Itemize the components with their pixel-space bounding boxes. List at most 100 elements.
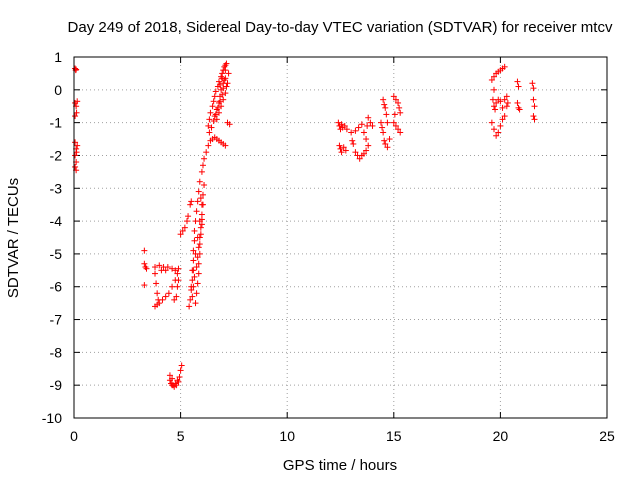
data-point xyxy=(392,96,399,103)
x-tick-label: 0 xyxy=(70,428,78,444)
data-point xyxy=(395,99,402,106)
data-point xyxy=(72,113,79,120)
data-point xyxy=(529,80,536,87)
data-point xyxy=(198,201,205,208)
data-point xyxy=(199,191,206,198)
data-point xyxy=(222,67,229,74)
data-point xyxy=(530,96,537,103)
data-point xyxy=(165,290,172,297)
data-point xyxy=(189,277,196,284)
data-point xyxy=(196,218,203,225)
data-point xyxy=(73,149,80,156)
data-point xyxy=(491,103,498,110)
data-point xyxy=(171,296,178,303)
data-point xyxy=(141,260,148,267)
data-point xyxy=(194,254,201,261)
y-tick-label: -6 xyxy=(50,279,63,295)
x-tick-label: 5 xyxy=(177,428,185,444)
data-point xyxy=(214,104,221,111)
y-tick-label: -8 xyxy=(50,344,63,360)
data-point xyxy=(514,78,521,85)
data-point xyxy=(355,124,362,131)
data-point xyxy=(172,267,179,274)
y-tick-label: -3 xyxy=(50,180,63,196)
data-point xyxy=(501,113,508,120)
data-point xyxy=(497,122,504,129)
data-point xyxy=(181,224,188,231)
data-point xyxy=(170,382,177,389)
data-point xyxy=(212,111,219,118)
data-point xyxy=(390,119,397,126)
data-point xyxy=(493,132,500,139)
data-point xyxy=(343,126,350,133)
data-point xyxy=(336,142,343,149)
y-axis-ticks: 1 0 -1 -2 -3 -4 -5 -6 -7 -8 -9 -10 xyxy=(42,49,607,426)
data-point xyxy=(223,83,230,90)
data-point xyxy=(335,119,342,126)
data-point xyxy=(360,150,367,157)
data-point xyxy=(531,116,538,123)
data-point xyxy=(391,111,398,118)
data-point xyxy=(169,375,176,382)
y-tick-label: -10 xyxy=(42,410,62,426)
data-point xyxy=(174,377,181,384)
data-point xyxy=(152,270,159,277)
data-point xyxy=(193,290,200,297)
data-point xyxy=(209,103,216,110)
data-point xyxy=(384,119,391,126)
data-point xyxy=(190,267,197,274)
data-point xyxy=(364,122,371,129)
data-point xyxy=(176,373,183,380)
data-point xyxy=(189,293,196,300)
y-tick-label: -5 xyxy=(50,246,63,262)
y-tick-label: 0 xyxy=(54,82,62,98)
data-point xyxy=(73,109,80,116)
data-point xyxy=(196,241,203,248)
data-point xyxy=(158,267,165,274)
data-point xyxy=(72,163,79,170)
y-tick-label: -4 xyxy=(50,213,63,229)
x-tick-label: 20 xyxy=(493,428,509,444)
data-point xyxy=(386,136,393,143)
data-point xyxy=(198,168,205,175)
data-point xyxy=(199,162,206,169)
data-point xyxy=(196,178,203,185)
data-point xyxy=(220,85,227,92)
data-point xyxy=(153,280,160,287)
data-point xyxy=(504,99,511,106)
data-point xyxy=(217,81,224,88)
data-point xyxy=(212,88,219,95)
data-point xyxy=(191,237,198,244)
data-point xyxy=(206,129,213,136)
data-point xyxy=(186,303,193,310)
data-point xyxy=(177,367,184,374)
data-point xyxy=(179,227,186,234)
x-tick-label: 10 xyxy=(279,428,295,444)
data-point xyxy=(365,114,372,121)
data-point xyxy=(197,231,204,238)
data-point xyxy=(169,265,176,272)
data-point xyxy=(190,247,197,254)
data-point xyxy=(156,300,163,307)
data-point xyxy=(530,85,537,92)
data-point xyxy=(530,113,537,120)
data-point xyxy=(352,127,359,134)
data-point xyxy=(194,234,201,241)
data-point xyxy=(192,300,199,307)
grid-lines xyxy=(74,57,607,418)
data-point xyxy=(154,290,161,297)
data-point xyxy=(141,247,148,254)
data-point xyxy=(381,137,388,144)
data-point xyxy=(213,116,220,123)
data-point xyxy=(74,142,81,149)
y-tick-label: 1 xyxy=(54,49,62,65)
data-point xyxy=(495,129,502,136)
data-point xyxy=(503,103,510,110)
data-point xyxy=(491,86,498,93)
data-point xyxy=(380,129,387,136)
data-point xyxy=(392,122,399,129)
data-point xyxy=(225,70,232,77)
data-point xyxy=(174,283,181,290)
data-point xyxy=(499,104,506,111)
data-point xyxy=(338,121,345,128)
